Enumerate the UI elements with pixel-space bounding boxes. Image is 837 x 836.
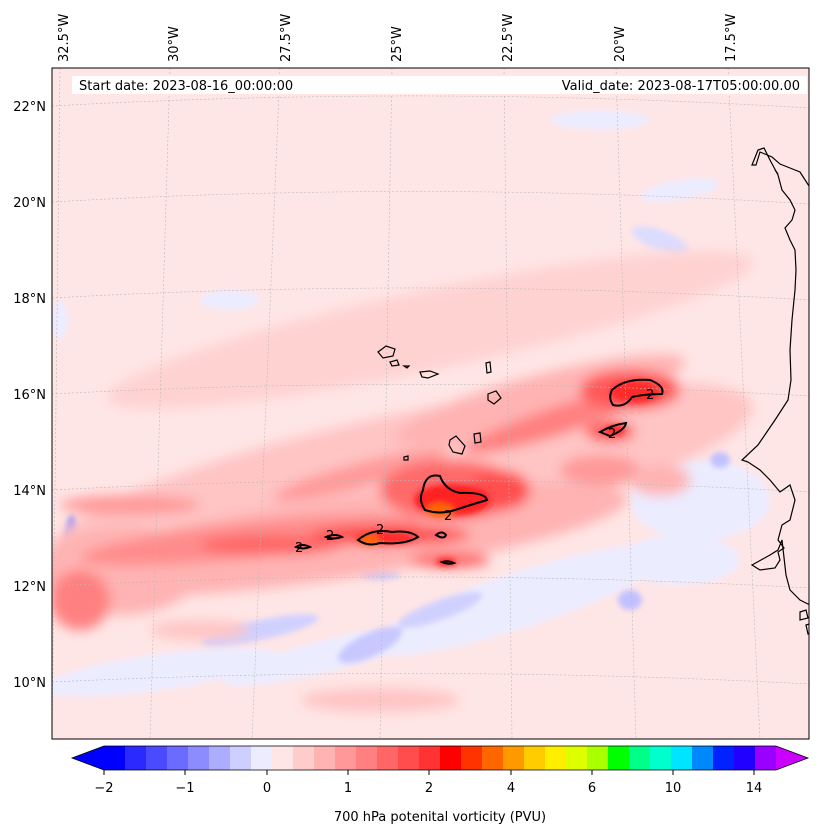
colorbar-extend-high xyxy=(776,746,808,770)
colorbar-label: 700 hPa potenital vorticity (PVU) xyxy=(334,810,546,825)
lat-label: 20°N xyxy=(13,196,46,211)
map-frame xyxy=(51,67,810,740)
contour-label: 2 xyxy=(326,529,334,544)
lat-label: 16°N xyxy=(13,388,46,403)
colorbar-cell xyxy=(587,746,609,770)
lon-label: 20°W xyxy=(613,26,628,62)
colorbar-tick-label: 14 xyxy=(746,781,763,796)
lon-label: 22.5°W xyxy=(501,14,516,62)
colorbar-cell xyxy=(314,746,336,770)
cape-verde-islands xyxy=(377,345,502,461)
colorbar-cell xyxy=(482,746,504,770)
lat-label: 18°N xyxy=(13,292,46,307)
latitude-labels: 22°N 20°N 18°N 16°N 14°N 12°N 10°N xyxy=(13,100,46,691)
colorbar-tick-label: −1 xyxy=(175,781,194,796)
lon-label: 27.5°W xyxy=(279,14,294,62)
colorbar-cell xyxy=(566,746,588,770)
colorbar-tick-label: 6 xyxy=(588,781,596,796)
colorbar-cell xyxy=(524,746,546,770)
pv-2-contours xyxy=(293,378,664,565)
colorbar-cell xyxy=(146,746,168,770)
contour-label: 2 xyxy=(646,388,654,403)
colorbar-tick-label: −2 xyxy=(94,781,113,796)
colorbar-ticks: −2 −1 0 1 2 4 6 10 14 xyxy=(94,770,762,796)
lat-label: 10°N xyxy=(13,676,46,691)
colorbar-cell xyxy=(461,746,483,770)
contour-label: 2 xyxy=(295,541,303,556)
lon-label: 30°W xyxy=(167,26,182,62)
lon-label: 32.5°W xyxy=(57,14,72,62)
colorbar-cell xyxy=(167,746,189,770)
colorbar-cell xyxy=(629,746,651,770)
graticule xyxy=(52,68,809,739)
colorbar-tick-label: 1 xyxy=(344,781,352,796)
colorbar-cell xyxy=(713,746,735,770)
colorbar-cell xyxy=(272,746,294,770)
colorbar-extend-low xyxy=(72,746,104,770)
colorbar-tick-label: 0 xyxy=(263,781,271,796)
colorbar-cell xyxy=(209,746,231,770)
date-banner xyxy=(72,76,807,94)
colorbar-cell xyxy=(545,746,567,770)
contour-label: 2 xyxy=(376,523,384,538)
colorbar-cell xyxy=(650,746,672,770)
colorbar-tick-label: 10 xyxy=(665,781,682,796)
map-panel: 2 2 2 2 2 2 xyxy=(52,68,809,739)
colorbar-cell xyxy=(230,746,252,770)
negative-pv-regions xyxy=(52,110,770,697)
contour-label: 2 xyxy=(444,509,452,524)
colorbar-cell xyxy=(419,746,441,770)
colorbar-cell xyxy=(608,746,630,770)
colorbar-cells xyxy=(104,746,777,770)
contour-labels: 2 2 2 2 2 2 xyxy=(295,388,654,556)
colorbar-cell xyxy=(398,746,420,770)
longitude-labels: 32.5°W 30°W 27.5°W 25°W 22.5°W 20°W 17.5… xyxy=(57,14,739,62)
contour-label: 2 xyxy=(608,427,616,442)
valid-date-label: Valid_date: 2023-08-17T05:00:00.00 xyxy=(562,79,800,94)
colorbar-cell xyxy=(440,746,462,770)
lat-label: 14°N xyxy=(13,484,46,499)
colorbar-cell xyxy=(125,746,147,770)
colorbar-tick-label: 2 xyxy=(425,781,433,796)
colorbar-cell xyxy=(671,746,693,770)
lon-label: 17.5°W xyxy=(724,14,739,62)
start-date-label: Start date: 2023-08-16_00:00:00 xyxy=(79,79,293,94)
colorbar-cell xyxy=(734,746,756,770)
colorbar: −2 −1 0 1 2 4 6 10 14 700 hPa potenital … xyxy=(70,745,810,825)
colorbar-cell xyxy=(251,746,273,770)
colorbar-cell xyxy=(188,746,210,770)
lat-label: 12°N xyxy=(13,580,46,595)
africa-coastline xyxy=(740,147,809,635)
colorbar-cell xyxy=(377,746,399,770)
lat-label: 22°N xyxy=(13,100,46,115)
lon-label: 25°W xyxy=(390,26,405,62)
colorbar-cell xyxy=(293,746,315,770)
colorbar-cell xyxy=(356,746,378,770)
colorbar-cell xyxy=(104,746,126,770)
high-pv-cores xyxy=(355,381,660,566)
colorbar-cell xyxy=(503,746,525,770)
colorbar-cell xyxy=(692,746,714,770)
colorbar-cell xyxy=(335,746,357,770)
colorbar-tick-label: 4 xyxy=(507,781,515,796)
colorbar-cell xyxy=(755,746,777,770)
